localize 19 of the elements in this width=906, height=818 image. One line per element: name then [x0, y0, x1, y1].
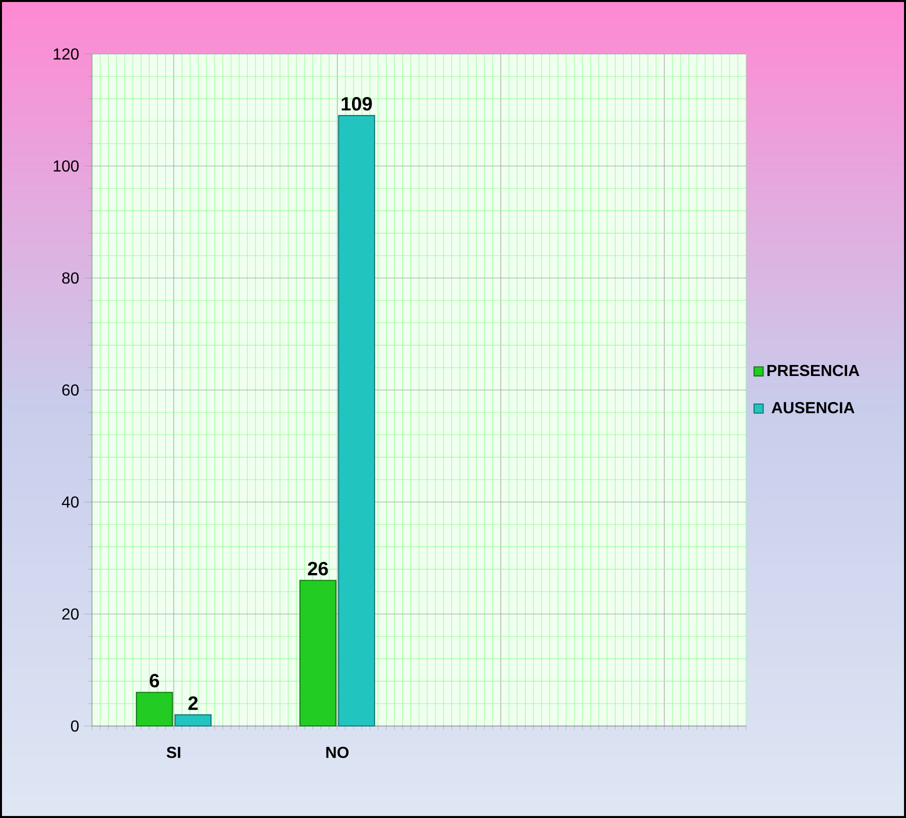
y-tick-label: 0: [71, 720, 79, 732]
data-label: 6: [150, 674, 160, 688]
bar: [174, 714, 212, 727]
bar: [338, 115, 376, 727]
y-tick-label: 100: [54, 160, 79, 172]
data-label: 2: [188, 696, 198, 710]
data-label: 109: [342, 97, 372, 111]
bar: [299, 580, 336, 727]
y-tick-label: 20: [62, 608, 79, 620]
y-tick-label: 120: [54, 48, 79, 60]
y-tick-label: 40: [62, 496, 79, 508]
y-tick-label: 60: [62, 384, 79, 396]
legend-label: PRESENCIA: [767, 364, 860, 376]
bar: [136, 692, 173, 727]
legend-label: AUSENCIA: [772, 402, 854, 414]
data-label: 26: [308, 562, 328, 576]
x-tick-label: NO: [326, 746, 349, 758]
y-tick-label: 80: [62, 272, 79, 284]
x-tick-label: SI: [166, 746, 180, 758]
